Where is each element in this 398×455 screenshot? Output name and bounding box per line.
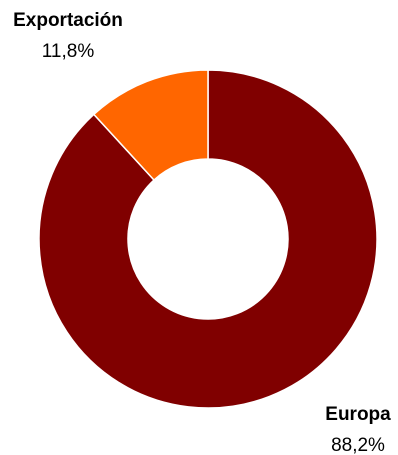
donut-slices (38, 69, 378, 409)
slice-label-europa: Europa (325, 404, 391, 425)
donut-slice-europa (38, 69, 378, 409)
slice-value-exportacion: 11,8% (42, 41, 95, 62)
donut-slice-exportacion (92, 69, 209, 182)
slice-label-exportacion: Exportación (13, 10, 123, 31)
slice-value-europa: 88,2% (331, 435, 385, 455)
